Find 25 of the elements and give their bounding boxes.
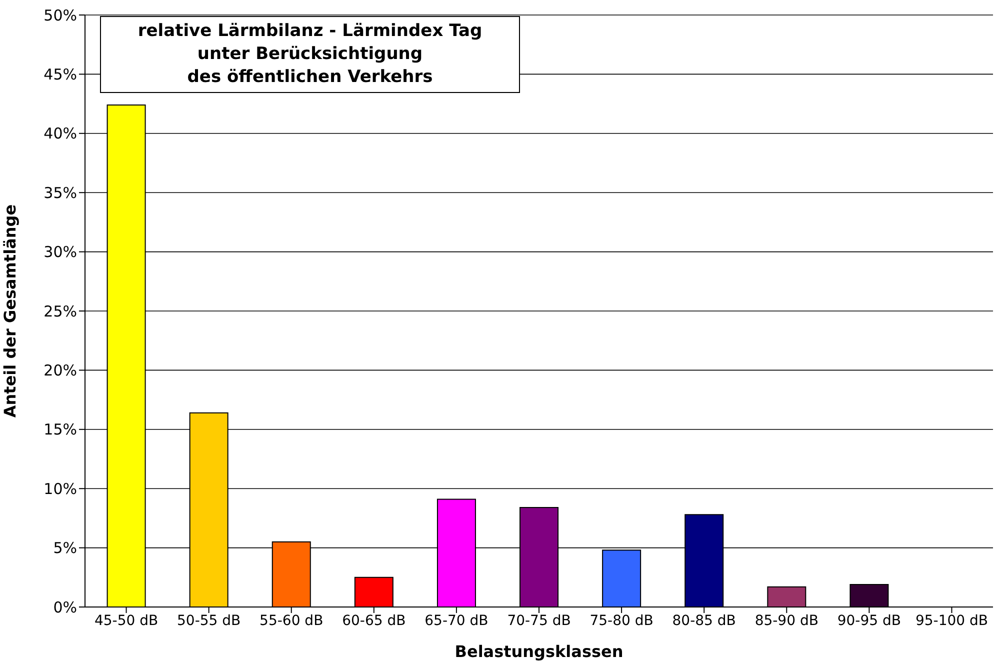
y-tick-label: 20% <box>44 362 77 380</box>
y-tick-label: 50% <box>44 6 77 24</box>
y-tick-label: 35% <box>44 184 77 202</box>
x-tick-label: 95-100 dB <box>915 612 988 629</box>
x-tick-label: 90-95 dB <box>837 612 901 629</box>
y-tick-label: 45% <box>44 66 77 84</box>
y-tick-label: 0% <box>53 598 77 616</box>
y-tick-label: 5% <box>53 539 77 558</box>
title-box: relative Lärmbilanz - Lärmindex Tag unter Berücksichtigung des öffentlichen Verkehrs <box>100 16 520 93</box>
y-tick-label: 10% <box>44 480 77 498</box>
x-tick-label: 60-65 dB <box>342 612 406 629</box>
x-tick-label: 65-70 dB <box>424 612 488 629</box>
x-tick-label: 80-85 dB <box>672 612 736 629</box>
y-tick-label: 30% <box>44 243 77 262</box>
x-tick-label: 70-75 dB <box>507 612 571 629</box>
x-tick-label: 85-90 dB <box>754 612 818 629</box>
x-tick-label: 75-80 dB <box>590 612 654 629</box>
y-axis-title: Anteil der Gesamtlänge <box>0 204 20 418</box>
x-tick-label: 45-50 dB <box>94 612 158 629</box>
y-tick-label: 25% <box>44 302 77 320</box>
y-tick-label: 15% <box>44 420 77 439</box>
x-tick-label: 55-60 dB <box>260 612 324 629</box>
x-tick-label: 50-55 dB <box>177 612 241 629</box>
y-tick-label: 40% <box>44 124 77 143</box>
x-axis-title: Belastungsklassen <box>454 642 624 661</box>
